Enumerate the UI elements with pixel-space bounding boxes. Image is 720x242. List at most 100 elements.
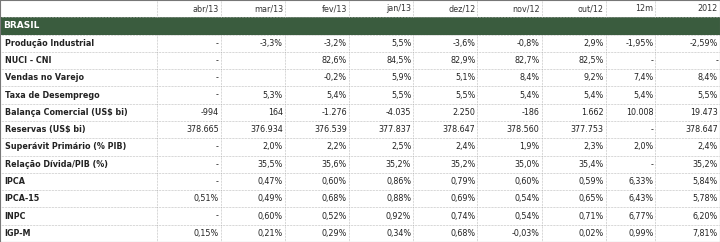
Text: Reservas (US$ bi): Reservas (US$ bi) xyxy=(5,125,86,134)
Bar xyxy=(413,207,477,225)
Bar xyxy=(655,138,720,156)
Bar xyxy=(349,52,413,69)
Bar xyxy=(349,156,413,173)
Bar xyxy=(606,69,655,86)
Text: out/12: out/12 xyxy=(578,4,604,13)
Text: -2,59%: -2,59% xyxy=(690,39,718,48)
Text: -: - xyxy=(715,56,718,65)
Bar xyxy=(156,86,221,104)
Text: 82,7%: 82,7% xyxy=(514,56,540,65)
Text: 6,77%: 6,77% xyxy=(628,212,654,220)
Text: 2,2%: 2,2% xyxy=(327,143,347,151)
Text: -1,95%: -1,95% xyxy=(625,39,654,48)
Text: 82,5%: 82,5% xyxy=(578,56,604,65)
Bar xyxy=(221,190,285,207)
Bar xyxy=(0,86,156,104)
Text: 0,21%: 0,21% xyxy=(258,229,283,238)
Text: 5,78%: 5,78% xyxy=(693,194,718,203)
Text: 2,5%: 2,5% xyxy=(391,143,411,151)
Text: 0,02%: 0,02% xyxy=(579,229,604,238)
Text: 6,20%: 6,20% xyxy=(693,212,718,220)
Bar xyxy=(285,190,349,207)
Text: 0,29%: 0,29% xyxy=(322,229,347,238)
Text: 8,4%: 8,4% xyxy=(520,73,540,82)
Bar xyxy=(0,35,156,52)
Text: 0,52%: 0,52% xyxy=(322,212,347,220)
Bar xyxy=(477,173,541,190)
Text: 9,2%: 9,2% xyxy=(583,73,604,82)
Bar xyxy=(606,225,655,242)
Text: -: - xyxy=(216,143,219,151)
Text: -: - xyxy=(216,160,219,169)
Text: 5,9%: 5,9% xyxy=(391,73,411,82)
Text: 164: 164 xyxy=(268,108,283,117)
Bar xyxy=(221,86,285,104)
Text: 0,65%: 0,65% xyxy=(579,194,604,203)
Bar xyxy=(349,104,413,121)
Text: -1.276: -1.276 xyxy=(322,108,347,117)
Text: -: - xyxy=(651,160,654,169)
Text: IGP-M: IGP-M xyxy=(5,229,31,238)
Text: 378.647: 378.647 xyxy=(685,125,718,134)
Bar xyxy=(156,0,221,17)
Bar xyxy=(221,121,285,138)
Bar xyxy=(655,69,720,86)
Bar xyxy=(541,121,606,138)
Bar xyxy=(349,0,413,17)
Bar xyxy=(477,156,541,173)
Text: 0,51%: 0,51% xyxy=(194,194,219,203)
Text: 377.837: 377.837 xyxy=(379,125,411,134)
Bar xyxy=(156,190,221,207)
Bar xyxy=(156,173,221,190)
Bar xyxy=(541,225,606,242)
Text: -186: -186 xyxy=(522,108,540,117)
Bar xyxy=(477,121,541,138)
Bar xyxy=(541,104,606,121)
Bar xyxy=(221,0,285,17)
Text: 2012: 2012 xyxy=(698,4,718,13)
Text: -: - xyxy=(651,125,654,134)
Bar xyxy=(221,69,285,86)
Text: 10.008: 10.008 xyxy=(626,108,654,117)
Bar xyxy=(221,225,285,242)
Bar xyxy=(655,207,720,225)
Text: -: - xyxy=(216,177,219,186)
Bar xyxy=(541,173,606,190)
Text: 82,6%: 82,6% xyxy=(322,56,347,65)
Bar xyxy=(541,190,606,207)
Bar xyxy=(413,35,477,52)
Bar xyxy=(413,0,477,17)
Text: 0,86%: 0,86% xyxy=(386,177,411,186)
Text: NUCI - CNI: NUCI - CNI xyxy=(5,56,51,65)
Bar xyxy=(477,138,541,156)
Bar xyxy=(349,86,413,104)
Bar xyxy=(349,121,413,138)
Bar xyxy=(413,173,477,190)
Bar xyxy=(285,156,349,173)
Text: 0,88%: 0,88% xyxy=(386,194,411,203)
Bar xyxy=(541,69,606,86)
Text: 378.665: 378.665 xyxy=(186,125,219,134)
Text: 0,15%: 0,15% xyxy=(194,229,219,238)
Bar xyxy=(221,156,285,173)
Bar xyxy=(606,138,655,156)
Bar xyxy=(349,35,413,52)
Text: 35,6%: 35,6% xyxy=(322,160,347,169)
Bar xyxy=(221,173,285,190)
Bar xyxy=(477,225,541,242)
Text: BRASIL: BRASIL xyxy=(3,22,40,30)
Bar xyxy=(606,121,655,138)
Text: 5,5%: 5,5% xyxy=(391,39,411,48)
Text: Relação Dívida/PIB (%): Relação Dívida/PIB (%) xyxy=(5,160,108,169)
Bar xyxy=(285,69,349,86)
Bar xyxy=(285,121,349,138)
Text: 0,60%: 0,60% xyxy=(258,212,283,220)
Text: 19.473: 19.473 xyxy=(690,108,718,117)
Bar xyxy=(413,104,477,121)
Text: 5,1%: 5,1% xyxy=(455,73,475,82)
Text: 84,5%: 84,5% xyxy=(386,56,411,65)
Text: dez/12: dez/12 xyxy=(449,4,475,13)
Text: 1,9%: 1,9% xyxy=(519,143,540,151)
Bar xyxy=(0,0,156,17)
Bar xyxy=(655,104,720,121)
